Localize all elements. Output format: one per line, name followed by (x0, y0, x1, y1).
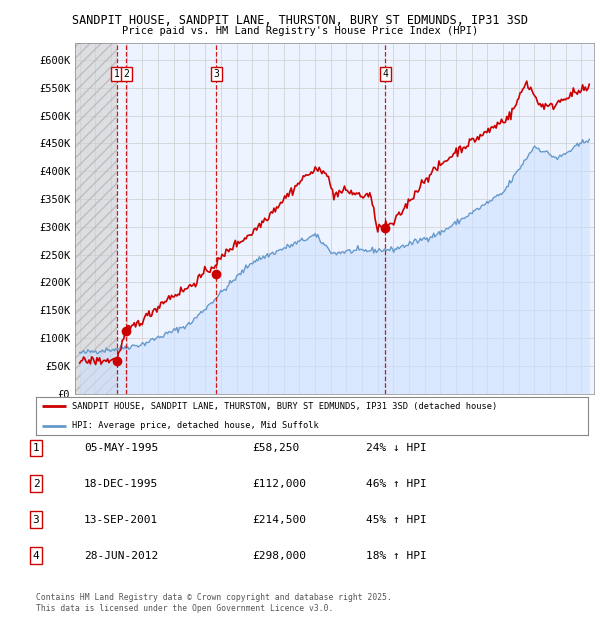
Bar (75, 43, 116, 394)
Text: 3: 3 (214, 69, 219, 79)
Text: Contains HM Land Registry data © Crown copyright and database right 2025.
This d: Contains HM Land Registry data © Crown c… (36, 593, 392, 613)
Text: 18-DEC-1995: 18-DEC-1995 (84, 479, 158, 489)
Text: 24% ↓ HPI: 24% ↓ HPI (366, 443, 427, 453)
Text: 46% ↑ HPI: 46% ↑ HPI (366, 479, 427, 489)
Text: £58,250: £58,250 (252, 443, 299, 453)
Text: 1: 1 (113, 69, 119, 79)
Text: Price paid vs. HM Land Registry's House Price Index (HPI): Price paid vs. HM Land Registry's House … (122, 26, 478, 36)
Text: SANDPIT HOUSE, SANDPIT LANE, THURSTON, BURY ST EDMUNDS, IP31 3SD (detached house: SANDPIT HOUSE, SANDPIT LANE, THURSTON, B… (72, 402, 497, 411)
Text: 2: 2 (32, 479, 40, 489)
Text: 18% ↑ HPI: 18% ↑ HPI (366, 551, 427, 560)
Text: 4: 4 (382, 69, 388, 79)
Text: 3: 3 (32, 515, 40, 525)
Text: 05-MAY-1995: 05-MAY-1995 (84, 443, 158, 453)
Text: 28-JUN-2012: 28-JUN-2012 (84, 551, 158, 560)
Text: 2: 2 (124, 69, 129, 79)
Text: SANDPIT HOUSE, SANDPIT LANE, THURSTON, BURY ST EDMUNDS, IP31 3SD: SANDPIT HOUSE, SANDPIT LANE, THURSTON, B… (72, 14, 528, 27)
Text: 1: 1 (32, 443, 40, 453)
Text: HPI: Average price, detached house, Mid Suffolk: HPI: Average price, detached house, Mid … (72, 421, 319, 430)
Text: 13-SEP-2001: 13-SEP-2001 (84, 515, 158, 525)
Text: £298,000: £298,000 (252, 551, 306, 560)
Text: 4: 4 (32, 551, 40, 560)
Text: £112,000: £112,000 (252, 479, 306, 489)
Text: 45% ↑ HPI: 45% ↑ HPI (366, 515, 427, 525)
Text: £214,500: £214,500 (252, 515, 306, 525)
